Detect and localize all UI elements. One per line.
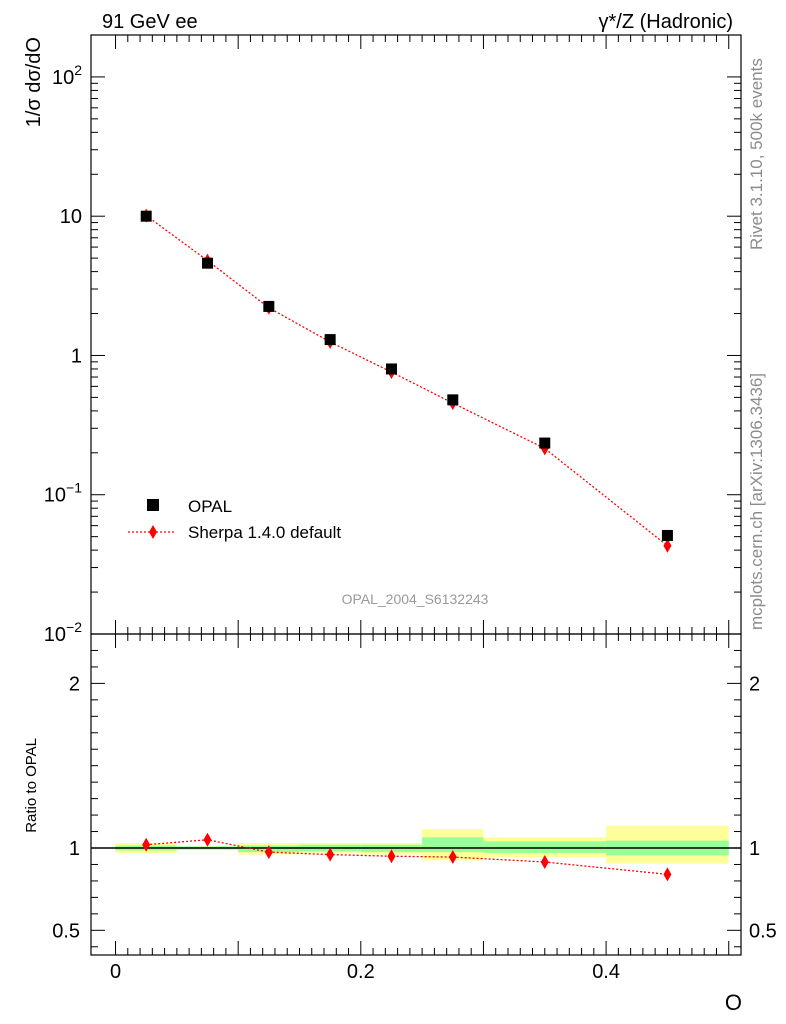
mc-point	[663, 538, 672, 553]
main-y-tick-label: 10−2	[44, 619, 82, 646]
mc-series-line	[145, 215, 668, 547]
main-y-tick-label: 10	[60, 206, 82, 228]
ratio-mc-point	[264, 845, 273, 860]
ratio-y-axis-title: Ratio to OPAL	[23, 738, 40, 833]
ratio-y-tick-label-left: 0.5	[52, 920, 80, 942]
ratio-mc-series	[142, 832, 672, 882]
x-tick-label: 0	[110, 961, 121, 983]
ratio-tick-labels: 0.5 0.5 1 1 2 2 0 0.2 0.4	[52, 673, 777, 983]
stat-uncertainty-band	[422, 837, 484, 853]
x-tick-label: 0.2	[347, 961, 375, 983]
ratio-mc-point	[540, 854, 549, 869]
main-y-axis-title: 1/σ dσ/dO	[23, 37, 45, 127]
data-point	[539, 437, 551, 449]
ratio-axis-ticks	[91, 634, 741, 955]
legend-data-marker	[147, 499, 159, 511]
ratio-y-tick-label-left: 1	[69, 838, 80, 860]
data-point	[385, 363, 397, 375]
ratio-mc-point	[663, 867, 672, 882]
data-point	[202, 257, 214, 269]
collision-energy-title: 91 GeV ee	[102, 11, 198, 33]
stat-uncertainty-band	[483, 841, 607, 853]
data-point	[263, 300, 275, 312]
ratio-mc-point	[448, 850, 457, 865]
ratio-mc-point	[387, 849, 396, 864]
ratio-y-tick-label-right: 2	[749, 673, 760, 695]
data-point	[661, 529, 673, 541]
ratio-plot-frame	[90, 633, 742, 956]
ratio-y-tick-label-right: 0.5	[749, 920, 777, 942]
data-point	[140, 210, 152, 222]
data-series	[140, 210, 673, 541]
main-y-tick-label: 1	[71, 345, 82, 367]
main-plot-frame	[90, 34, 742, 635]
ratio-y-tick-label-left: 2	[69, 673, 80, 695]
legend-data-label: OPAL	[188, 497, 232, 516]
main-y-tick-labels: 10−2 10−1 1 10 102	[44, 62, 82, 646]
data-point	[447, 394, 459, 406]
main-axis-ticks	[91, 34, 741, 635]
process-title: γ*/Z (Hadronic)	[599, 11, 733, 33]
legend: OPAL Sherpa 1.4.0 default	[128, 497, 341, 542]
x-axis-title: O	[725, 990, 742, 1015]
main-y-tick-label: 102	[52, 62, 82, 89]
mcplots-reference-label: mcplots.cern.ch [arXiv:1306.3436]	[747, 373, 766, 630]
x-tick-label: 0.4	[592, 961, 620, 983]
legend-mc-marker	[149, 525, 157, 539]
ratio-mc-line	[146, 839, 668, 875]
ratio-mc-point	[203, 832, 212, 847]
legend-mc-label: Sherpa 1.4.0 default	[188, 523, 341, 542]
main-y-tick-label: 10−1	[44, 480, 82, 507]
analysis-id-watermark: OPAL_2004_S6132243	[342, 591, 489, 607]
rivet-version-label: Rivet 3.1.10, 500k events	[747, 58, 766, 250]
ratio-y-tick-label-right: 1	[749, 838, 760, 860]
data-point	[324, 334, 336, 346]
ratio-mc-point	[326, 847, 335, 862]
ratio-mc-point	[142, 837, 151, 852]
